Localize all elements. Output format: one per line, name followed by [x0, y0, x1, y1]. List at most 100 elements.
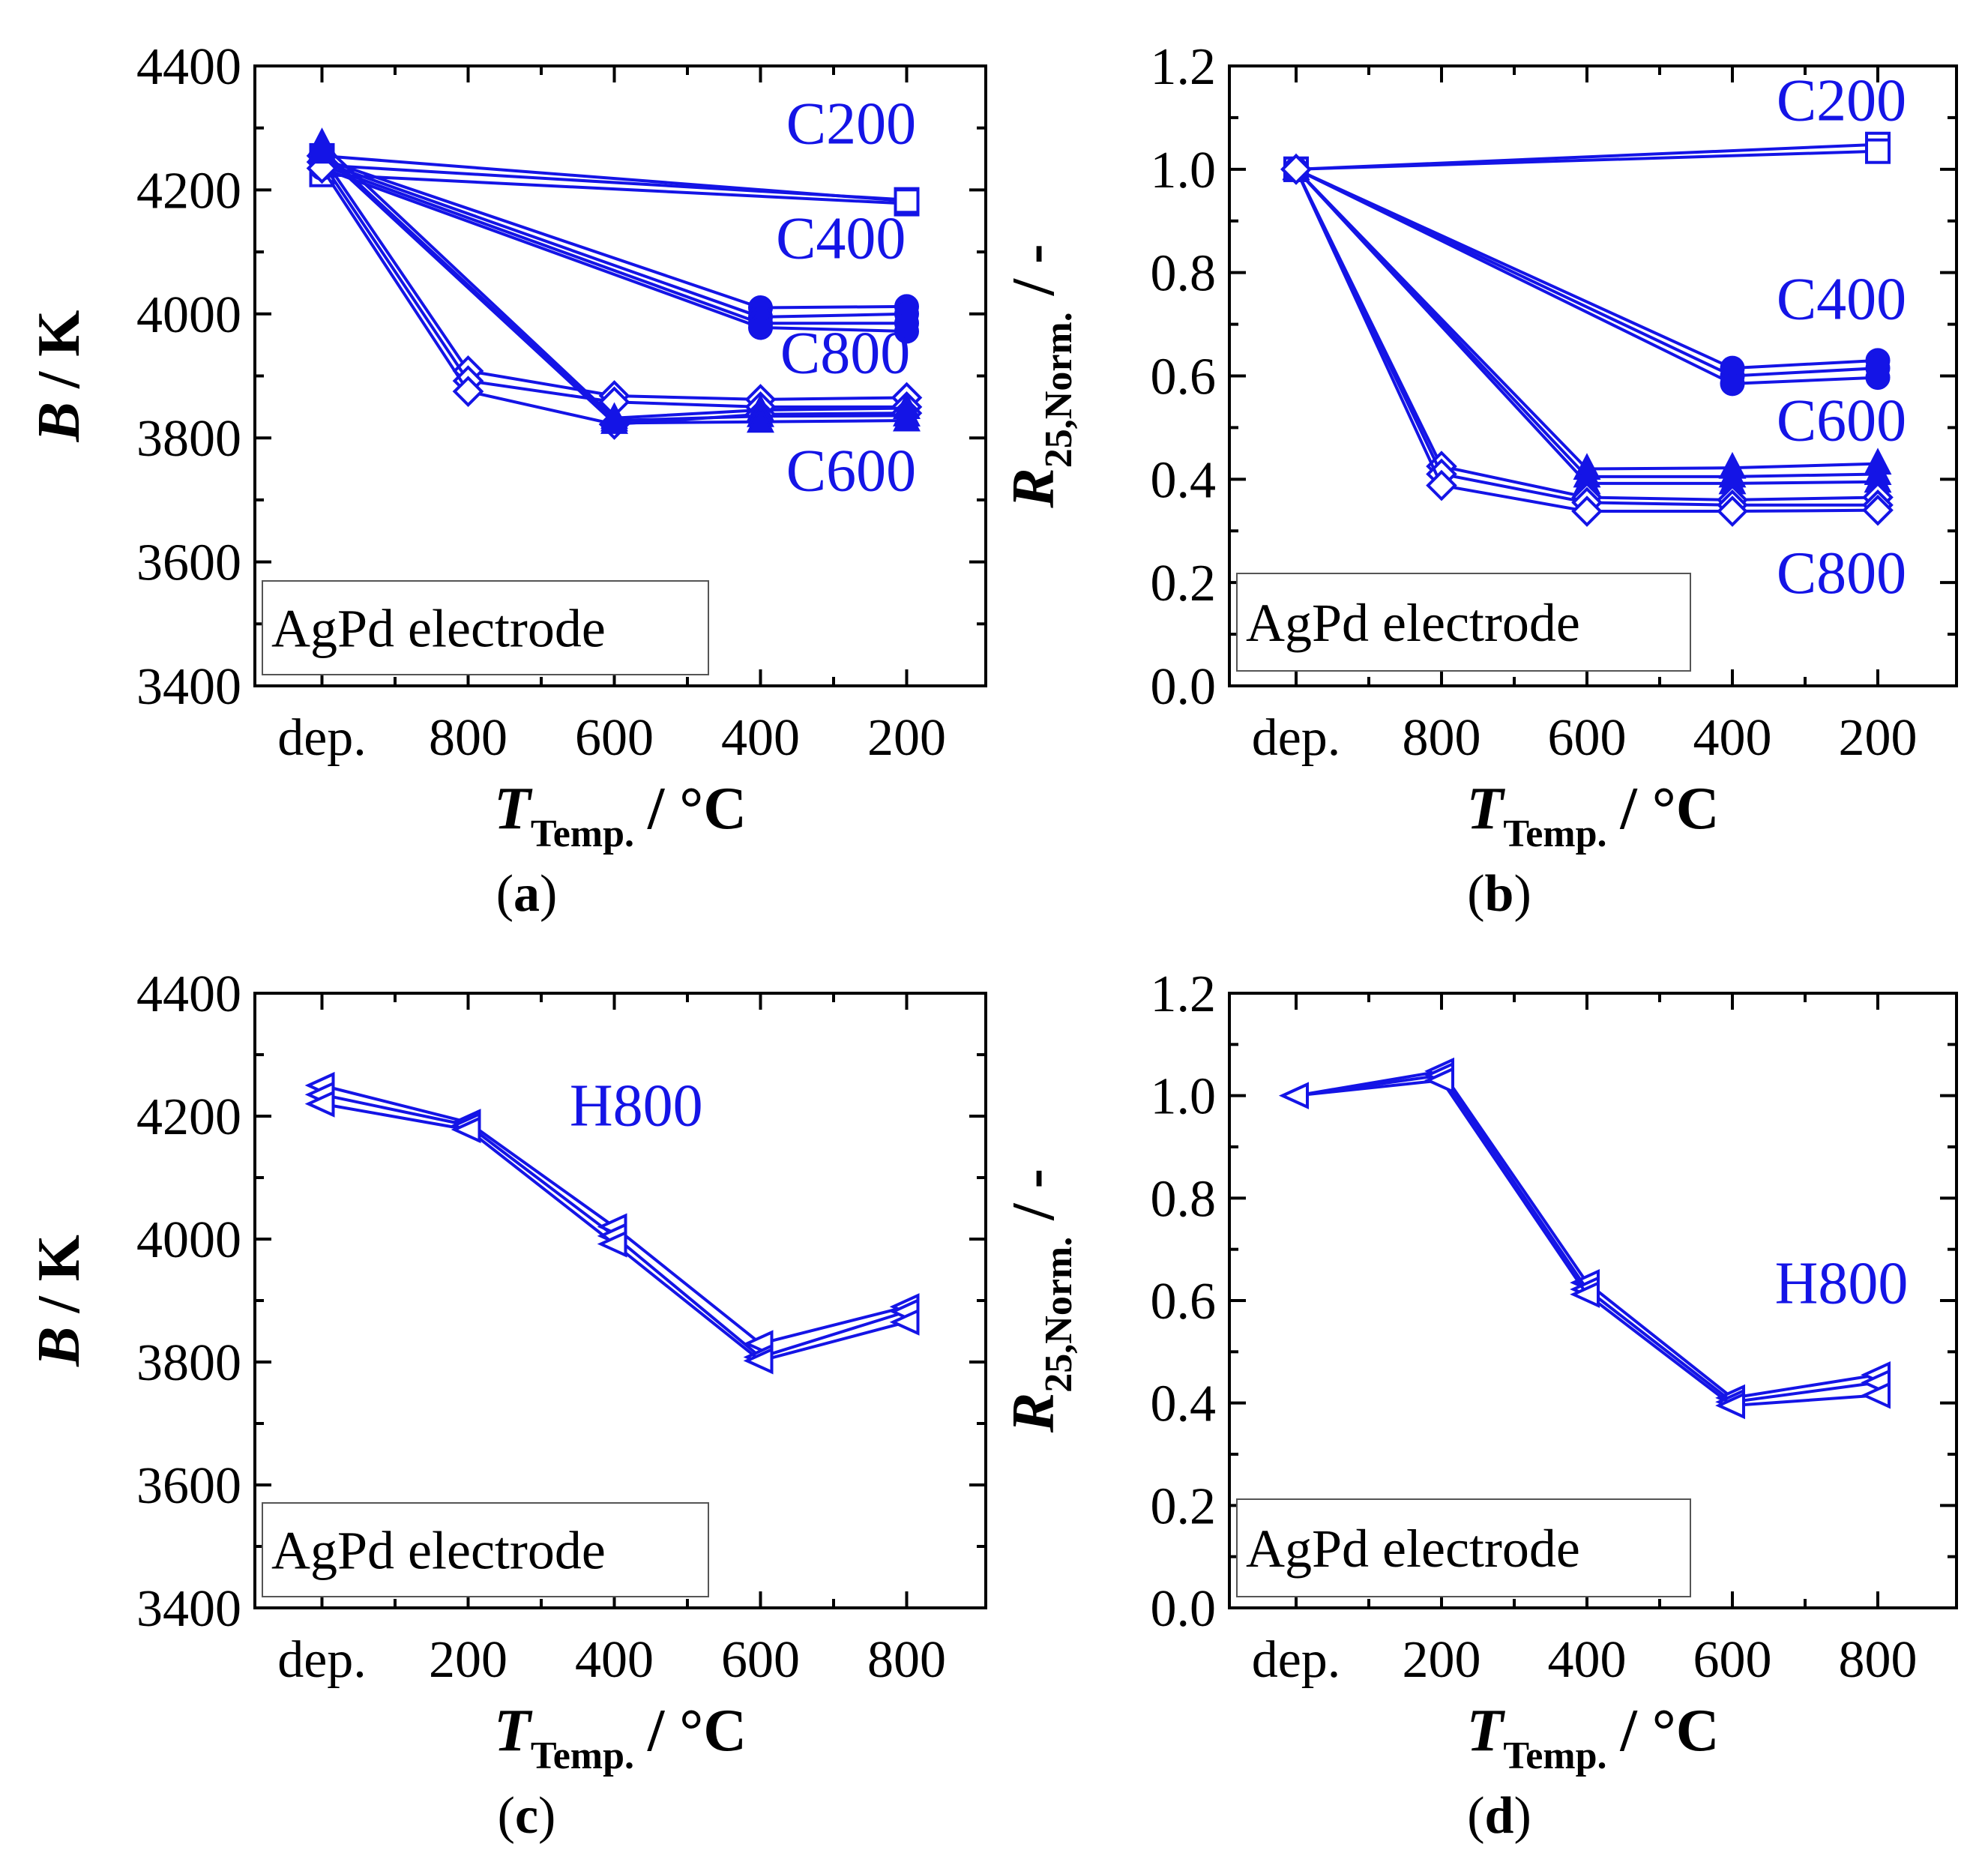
x-axis-label-sub: Temp.: [1503, 813, 1606, 855]
y-axis-label-main: B: [26, 402, 92, 442]
y-tick-label: 0.6: [1151, 349, 1217, 406]
y-axis-label: R25,Norm. / -: [1001, 244, 1080, 508]
data-point-marker: [308, 136, 336, 164]
y-tick-label: 3400: [136, 658, 241, 716]
electrode-legend-text: AgPd electrode: [1246, 1519, 1580, 1579]
electrode-legend-text: AgPd electrode: [271, 1521, 606, 1581]
caption-close-paren: ): [1513, 865, 1531, 923]
data-point-marker: [889, 1308, 920, 1336]
series-label-c600: C600: [1777, 388, 1906, 454]
x-axis-label-sub: Temp.: [1503, 1735, 1606, 1777]
caption-close-paren: ): [538, 1787, 555, 1845]
data-point-marker: [1865, 138, 1891, 164]
data-point-marker: [451, 1115, 481, 1144]
x-tick-label: 800: [1839, 1631, 1918, 1689]
x-axis-label-unit: / °C: [1620, 1698, 1720, 1764]
y-axis-label-main: B: [26, 1327, 92, 1367]
x-axis-label: TTemp. / °C: [494, 776, 747, 855]
series-h800: [1279, 1061, 1891, 1416]
y-tick-label: 4000: [136, 1211, 241, 1269]
chart-panel-a: 3400 3600 3800 4000 4200 4400 dep. 800 600 400 200…: [26, 38, 987, 923]
series-line: [1295, 168, 1879, 485]
data-point-marker: [1862, 494, 1894, 526]
y-axis-label-main: R: [1001, 1393, 1067, 1433]
data-point-marker: [1280, 154, 1312, 185]
x-axis-label-unit: / °C: [647, 1698, 747, 1764]
panel-caption: (b): [1467, 865, 1531, 923]
y-axis-label-unit: / -: [1001, 1169, 1067, 1221]
y-tick-label: 1.0: [1151, 1068, 1217, 1126]
x-tick-label: dep.: [1252, 709, 1341, 767]
x-tick-label: 800: [867, 1631, 946, 1689]
x-tick-label: 200: [429, 1631, 507, 1689]
series-c600: [308, 136, 921, 434]
data-point-marker: [597, 1230, 627, 1258]
panel-caption: (a): [496, 865, 558, 923]
data-point-marker: [1717, 495, 1748, 527]
y-axis-label: B / K: [26, 1235, 92, 1367]
y-axis-label-unit: / -: [1001, 244, 1067, 296]
x-tick-label: 600: [721, 1631, 800, 1689]
electrode-legend-box: [1236, 573, 1691, 672]
y-tick-label: 1.2: [1151, 965, 1217, 1023]
data-point-marker: [1571, 495, 1603, 527]
caption-open-paren: (: [496, 865, 513, 923]
x-axis-label-unit: / °C: [1620, 776, 1720, 842]
data-point-marker: [748, 315, 773, 340]
data-point-marker: [304, 1090, 335, 1118]
series-line: [322, 154, 907, 203]
x-axis-label-main: T: [1466, 776, 1505, 842]
series-line: [1295, 1079, 1879, 1408]
y-tick-label: 0.0: [1151, 1580, 1217, 1638]
x-tick-label: 600: [575, 709, 654, 767]
series-label-c800: C800: [780, 320, 910, 386]
y-tick-label: 0.8: [1151, 1170, 1217, 1228]
x-tick-label: dep.: [277, 1631, 367, 1689]
data-point-marker: [600, 407, 628, 434]
x-tick-label: dep.: [1252, 1631, 1341, 1689]
y-axis-label-sub: 25,Norm.: [1037, 312, 1080, 468]
x-tick-label: 400: [721, 709, 800, 767]
x-axis-label-main: T: [494, 776, 533, 842]
series-line: [321, 148, 907, 423]
series-label-c200: C200: [786, 91, 916, 157]
x-axis-label: TTemp. / °C: [1466, 776, 1719, 855]
x-tick-label: 200: [1403, 1631, 1481, 1689]
data-point-marker: [1424, 1067, 1454, 1094]
series-line: [1295, 168, 1879, 471]
x-tick-label: dep.: [277, 709, 367, 767]
caption-close-paren: ): [540, 865, 557, 923]
x-axis-label: TTemp. / °C: [494, 1698, 747, 1777]
caption-open-paren: (: [1467, 1787, 1484, 1845]
y-tick-label: 0.8: [1151, 245, 1217, 303]
data-point-marker: [1861, 1382, 1891, 1409]
series-h800: [1279, 1067, 1891, 1420]
series-label-c600: C600: [786, 438, 916, 504]
y-tick-label: 4200: [136, 1088, 241, 1146]
y-axis-label: B / K: [26, 310, 92, 443]
y-tick-label: 1.0: [1151, 142, 1217, 199]
data-point-marker: [1865, 365, 1891, 391]
x-axis-label: TTemp. / °C: [1466, 1698, 1719, 1777]
x-tick-label: 600: [1548, 709, 1627, 767]
y-tick-label: 3400: [136, 1580, 241, 1638]
y-tick-label: 1.2: [1151, 38, 1217, 96]
series-line: [1295, 168, 1879, 478]
y-tick-label: 0.2: [1151, 1477, 1217, 1535]
caption-open-paren: (: [498, 1787, 515, 1845]
data-point-marker: [1715, 1391, 1745, 1420]
series-c200: [1283, 131, 1891, 182]
panel-caption: (d): [1467, 1787, 1531, 1845]
electrode-legend-box: [262, 580, 709, 675]
data-point-marker: [452, 376, 484, 408]
x-tick-label: 400: [1693, 709, 1772, 767]
data-point-marker: [894, 188, 920, 214]
y-tick-label: 3800: [136, 410, 241, 468]
x-tick-label: 400: [1548, 1631, 1627, 1689]
caption-letter: a: [513, 865, 540, 923]
y-tick-label: 0.4: [1151, 451, 1217, 509]
x-axis-label-main: T: [1466, 1698, 1505, 1764]
series-label-c400: C400: [1777, 267, 1906, 333]
y-axis-label-main: R: [1001, 468, 1067, 508]
